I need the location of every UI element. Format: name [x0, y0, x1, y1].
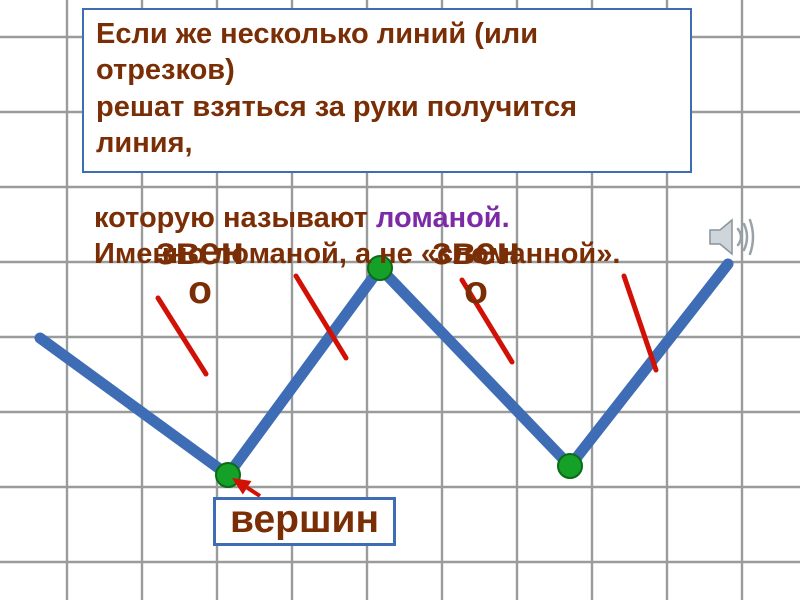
definition-box: Если же несколько линий (или отрезков)ре… [82, 8, 692, 173]
vertex-label-box: вершин [213, 497, 396, 546]
vertex-label-text: вершин [230, 498, 379, 541]
definition-line: решат взяться за руки получится линия, [96, 89, 678, 162]
segment-label: звено [416, 232, 536, 310]
speaker-icon [706, 212, 760, 267]
definition-line: Если же несколько линий (или отрезков) [96, 16, 678, 89]
canvas: которую называют ломаной.Именно ломаной,… [0, 0, 800, 600]
segment-label: звено [140, 232, 260, 310]
